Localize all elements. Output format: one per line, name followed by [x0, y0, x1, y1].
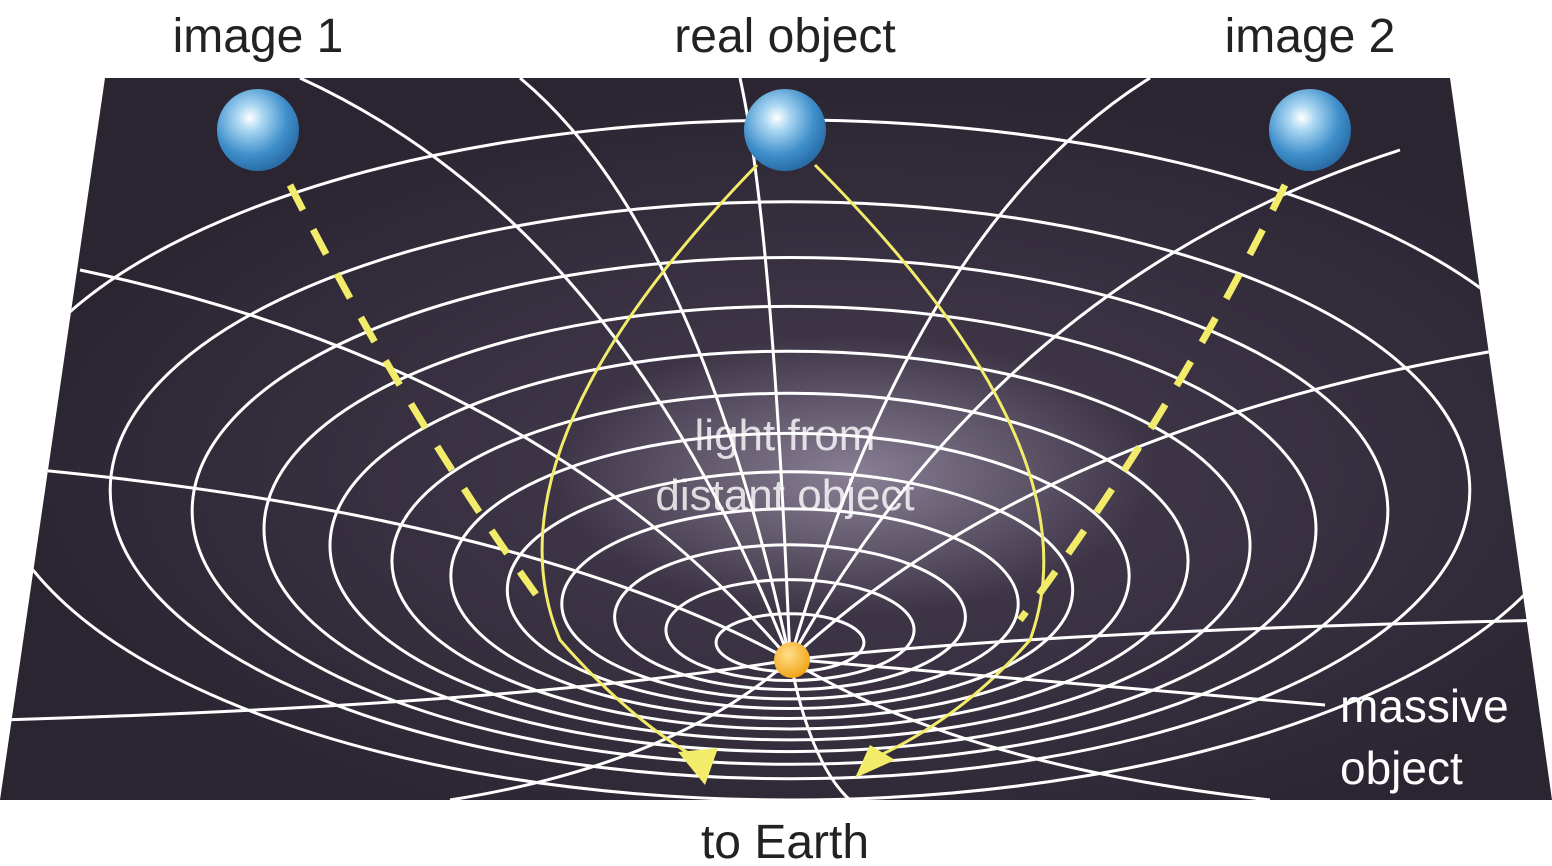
label: distant object	[655, 471, 914, 520]
pointer-line	[799, 658, 1326, 707]
grid-line	[788, 78, 1151, 661]
dashed-path	[286, 183, 543, 603]
grid	[0, 78, 1552, 800]
grid-line	[664, 578, 916, 683]
grid-line	[789, 658, 1271, 800]
label: object	[1340, 742, 1463, 794]
light-path	[540, 163, 759, 762]
grid-line	[788, 348, 1501, 662]
image-2-sphere	[1269, 89, 1351, 171]
grid-line	[449, 658, 791, 800]
label: massive	[1340, 680, 1509, 732]
grid-line	[262, 304, 1318, 754]
grid-line	[789, 618, 1552, 662]
label: real object	[674, 10, 895, 63]
grid-line	[190, 255, 1390, 766]
grid-line	[519, 78, 792, 661]
grid-line	[449, 431, 1131, 721]
massive-object	[774, 642, 810, 678]
grid-line	[560, 507, 1020, 701]
grid-line	[79, 268, 792, 661]
label: to Earth	[701, 816, 869, 866]
dashed-path	[1017, 183, 1289, 623]
image-1-sphere	[217, 89, 299, 171]
grid-line	[788, 148, 1401, 661]
grid-line	[39, 468, 791, 662]
real-object-sphere	[744, 89, 826, 171]
light-paths	[540, 163, 1046, 762]
grid-line	[613, 543, 967, 692]
apparent-paths	[286, 183, 1289, 623]
label: image 1	[173, 10, 344, 63]
light-path	[813, 163, 1046, 762]
label: light from	[695, 411, 876, 460]
grid-line	[328, 349, 1252, 742]
grid-line	[505, 470, 1075, 711]
grid-line	[0, 658, 791, 722]
grid-line	[390, 391, 1190, 731]
arrowhead	[678, 748, 718, 785]
grid-line	[299, 78, 792, 661]
arrowhead	[855, 745, 895, 778]
grid-line	[788, 659, 852, 800]
label: image 2	[1225, 10, 1396, 63]
grid-line	[108, 200, 1472, 781]
